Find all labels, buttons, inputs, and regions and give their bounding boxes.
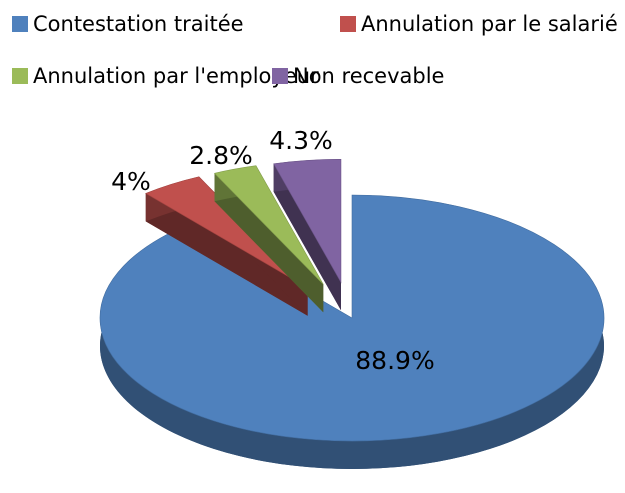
legend-swatch (340, 16, 356, 32)
data-label: 2.8% (189, 141, 253, 170)
data-label: 4% (111, 167, 151, 196)
pie (99, 159, 605, 469)
slice-top (213, 165, 324, 285)
slice-wall (214, 173, 324, 313)
legend-label: Contestation traitée (33, 12, 244, 36)
slice-top (273, 159, 342, 284)
slice (213, 165, 324, 313)
legend-swatch (12, 16, 28, 32)
legend: Contestation traitée Annulation par le sa… (12, 12, 618, 88)
data-label: 88.9% (355, 346, 434, 375)
legend-swatch (12, 68, 28, 84)
legend-swatch (272, 68, 288, 84)
slice-wall (145, 193, 308, 316)
data-labels: 88.9% 4% 2.8% 4.3% (111, 126, 435, 375)
legend-label: Annulation par le salarié (361, 12, 618, 36)
slice-wall (273, 163, 341, 311)
data-label: 4.3% (269, 126, 333, 155)
slice (273, 159, 342, 311)
slice (145, 176, 308, 316)
slice-top (145, 176, 308, 288)
legend-label: Non recevable (293, 64, 444, 88)
legend-label: Annulation par l'employeur (33, 64, 319, 88)
